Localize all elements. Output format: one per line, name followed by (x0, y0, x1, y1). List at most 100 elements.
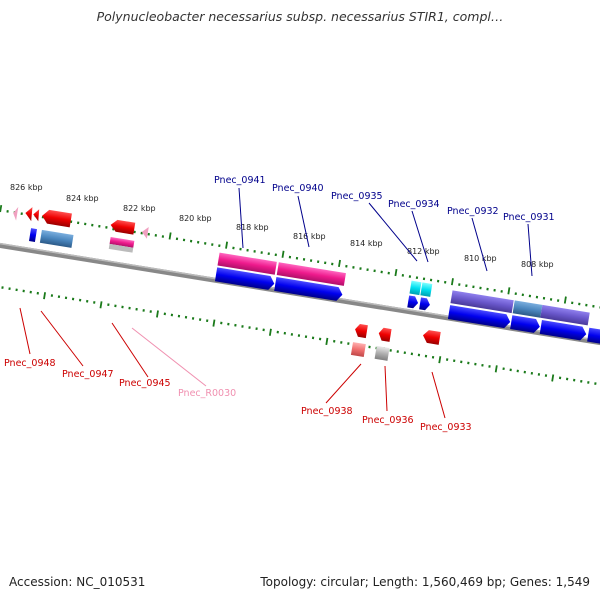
minor-tick (429, 278, 433, 282)
minor-tick (218, 244, 221, 248)
minor-tick (189, 239, 193, 243)
minor-tick (234, 323, 237, 327)
feature-pnec-0935-gene[interactable] (409, 280, 422, 296)
minor-tick (232, 246, 235, 250)
minor-tick (86, 299, 89, 303)
feature-pnec-0940-gene[interactable] (276, 262, 346, 286)
minor-tick (537, 373, 541, 376)
major-tick (325, 337, 329, 346)
major-tick (281, 250, 285, 258)
gene-label-pnec-0948[interactable]: Pnec_0948 (4, 358, 56, 369)
gene-label-pnec-0935[interactable]: Pnec_0935 (331, 191, 383, 202)
gene-label-pnec-0933[interactable]: Pnec_0933 (420, 422, 472, 433)
minor-tick (253, 250, 256, 253)
minor-tick (274, 253, 277, 257)
minor-tick (220, 321, 223, 325)
feature-pnec-0936[interactable] (378, 327, 392, 342)
feature-pnec-0938[interactable] (354, 323, 368, 339)
feature-pnec-0931-gene[interactable] (512, 300, 543, 318)
minor-tick (147, 232, 150, 236)
feature-pnec-0933[interactable] (422, 329, 441, 345)
gene-label-pnec-0940[interactable]: Pnec_0940 (272, 183, 324, 194)
minor-tick (347, 342, 350, 345)
minor-tick (516, 369, 519, 373)
gene-label-pnec-0941[interactable]: Pnec_0941 (214, 175, 266, 186)
minor-tick (177, 314, 181, 318)
minor-tick (479, 286, 482, 290)
minor-tick (514, 292, 517, 296)
scale-label-808: 808 kbp (521, 260, 554, 269)
minor-tick (255, 327, 258, 331)
minor-tick (227, 322, 230, 326)
minor-tick (311, 336, 315, 340)
feature-pnec-0948[interactable] (24, 206, 33, 222)
minor-tick (22, 289, 25, 293)
minor-tick (333, 339, 336, 343)
minor-tick (424, 354, 428, 358)
minor-tick (587, 381, 590, 384)
minor-tick (163, 312, 167, 316)
gene-label-pnec-0931[interactable]: Pnec_0931 (503, 212, 555, 223)
major-tick (99, 301, 103, 309)
minor-tick (309, 259, 313, 262)
feature-pnec-0941-gene[interactable] (217, 252, 277, 275)
minor-tick (198, 318, 202, 321)
minor-tick (57, 295, 61, 299)
minor-tick (295, 256, 299, 260)
reverse-features (12, 206, 441, 361)
minor-tick (352, 266, 355, 269)
gene-label-pnec-0934[interactable]: Pnec_0934 (388, 199, 440, 210)
feature-pnec-0931-cds[interactable] (510, 315, 541, 333)
gene-label-pnec-r0030[interactable]: Pnec_R0030 (178, 388, 236, 399)
major-tick (268, 328, 272, 336)
minor-tick (304, 335, 308, 339)
feature-pnec-0932-cds[interactable] (447, 305, 511, 329)
minor-tick (422, 277, 426, 281)
gene-label-pnec-0938[interactable]: Pnec_0938 (301, 406, 353, 417)
feature-pnec-0934-gene[interactable] (420, 282, 433, 297)
minor-tick (114, 304, 117, 308)
feature-rna-left[interactable] (12, 206, 19, 221)
gene-label-pnec-0947[interactable]: Pnec_0947 (62, 369, 114, 380)
minor-tick (521, 293, 525, 297)
minor-tick (571, 301, 574, 305)
feature-pnec-0945[interactable] (110, 219, 136, 235)
minor-tick (528, 294, 532, 298)
minor-tick (297, 334, 301, 337)
feature-pnec-0947[interactable] (41, 209, 72, 228)
gene-label-pnec-0932[interactable]: Pnec_0932 (447, 206, 499, 217)
scale-label-822: 822 kbp (123, 204, 156, 213)
forward-gene-labels (238, 187, 533, 277)
gene-label-pnec-0936[interactable]: Pnec_0936 (362, 415, 414, 426)
minor-tick (204, 242, 207, 245)
feature-pnec-0941-cds[interactable] (214, 267, 275, 290)
scale-label-826: 826 kbp (10, 183, 43, 192)
minor-tick (260, 251, 263, 254)
minor-tick (93, 301, 96, 304)
minor-tick (535, 295, 539, 299)
minor-tick (107, 303, 110, 307)
minor-tick (368, 345, 371, 349)
feature-pnec-0932-gene[interactable] (450, 290, 514, 314)
minor-tick (267, 252, 270, 256)
feature-pnec-0940-cds[interactable] (274, 277, 343, 302)
minor-tick (196, 240, 200, 244)
minor-tick (509, 368, 512, 372)
gene-label-pnec-0945[interactable]: Pnec_0945 (119, 378, 171, 389)
minor-tick (544, 374, 548, 377)
major-tick (438, 356, 442, 364)
major-tick (338, 259, 341, 268)
minor-tick (241, 325, 244, 328)
feature-pnec-0935-cds[interactable] (407, 295, 419, 309)
feature-pnec-r0030[interactable] (141, 226, 149, 239)
minor-tick (248, 326, 251, 329)
minor-tick (340, 341, 343, 344)
minor-tick (481, 363, 484, 367)
feature-pnec-0934-cds[interactable] (419, 297, 431, 311)
major-tick (43, 292, 46, 300)
minor-tick (417, 353, 421, 357)
minor-tick (556, 299, 560, 302)
minor-tick (288, 255, 292, 259)
minor-tick (444, 280, 447, 284)
